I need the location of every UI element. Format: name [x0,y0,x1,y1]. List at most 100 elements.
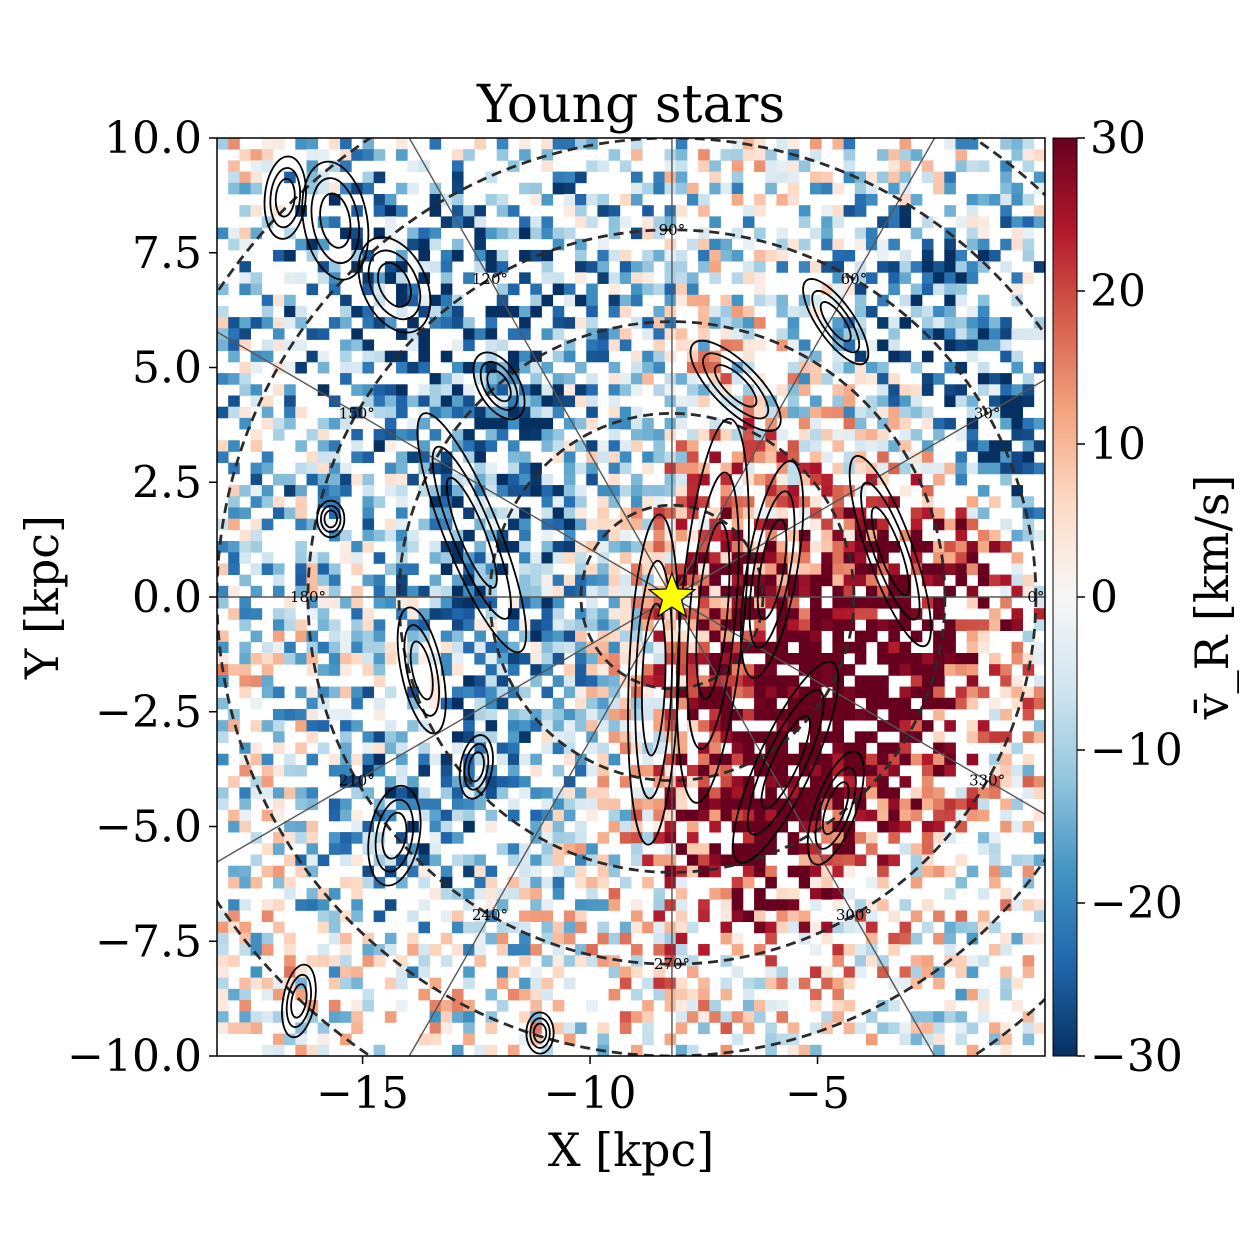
heatmap-cell [328,216,341,228]
heatmap-cell [675,529,688,542]
chart-title: Young stars [476,75,785,135]
heatmap-cell [384,317,397,329]
heatmap-cell [485,406,498,419]
heatmap-cell [485,708,498,721]
heatmap-cell [418,652,430,665]
heatmap-cell [351,809,363,822]
heatmap-cell [843,205,856,217]
heatmap-cell [429,496,442,508]
heatmap-cell [888,820,900,833]
contour-line [739,459,805,679]
heatmap-cell [921,1033,934,1046]
heatmap-cell [373,496,386,508]
heatmap-cell [306,955,319,967]
heatmap-cell [742,216,755,228]
heatmap-cell [877,764,889,777]
heatmap-cell [530,305,542,318]
heatmap-cell [854,462,867,475]
heatmap-cell [1022,630,1035,643]
heatmap-cell [563,473,576,486]
heatmap-cell [731,496,744,508]
heatmap-cell [877,597,889,609]
heatmap-cell [485,865,498,878]
heatmap-cell [698,552,710,564]
heatmap-cell [631,798,643,811]
heatmap-cell [619,518,632,531]
heatmap-cell [1011,149,1024,161]
heatmap-cell [821,473,833,486]
heatmap-cell [810,597,822,609]
heatmap-cell [586,597,598,609]
heatmap-cell [921,406,934,419]
heatmap-cell [295,272,307,284]
heatmap-cell [351,820,363,833]
heatmap-cell [530,865,542,878]
heatmap-cell [396,742,408,755]
heatmap-cell [1011,641,1024,654]
heatmap-cell [451,798,464,811]
heatmap-cell [619,608,632,620]
heatmap-cell [228,541,240,553]
heatmap-cell [899,529,912,542]
heatmap-cell [451,406,464,419]
heatmap-cell [877,1022,889,1035]
heatmap-cell [832,820,844,833]
heatmap-cell [519,406,531,419]
heatmap-cell [653,328,665,340]
heatmap-cell [765,1022,777,1035]
heatmap-cell [832,249,844,262]
heatmap-cell [731,641,744,654]
heatmap-cell [664,518,677,531]
heatmap-cell [541,160,554,172]
heatmap-cell [798,261,811,273]
heatmap-cell [239,238,251,251]
heatmap-cell [686,955,699,967]
heatmap-cell [977,216,990,228]
heatmap-cell [396,1000,408,1012]
heatmap-cell [295,798,307,811]
heatmap-cell [854,361,867,374]
heatmap-cell [944,585,956,598]
heatmap-cell [754,865,766,878]
heatmap-cell [944,798,956,811]
heatmap-cell [865,406,878,419]
heatmap-cell [261,317,274,329]
heatmap-cell [261,910,274,923]
heatmap-cell [832,888,844,900]
heatmap-cell [653,742,665,755]
heatmap-cell [563,462,576,475]
heatmap-cell [989,619,1001,631]
heatmap-cell [575,541,587,553]
heatmap-cell [463,216,475,228]
heatmap-cell [698,854,710,867]
heatmap-cell [396,507,408,520]
heatmap-cell [541,552,554,564]
heatmap-cell [429,597,442,609]
heatmap-cell [507,395,520,408]
heatmap-cell [810,608,822,620]
heatmap-cell [429,1022,442,1035]
heatmap-cell [440,809,453,822]
heatmap-cell [597,585,610,598]
heatmap-cell [429,843,442,855]
contour-line [860,481,921,621]
heatmap-cell [664,328,677,340]
heatmap-cell [373,317,386,329]
heatmap-cell [776,686,789,699]
heatmap-cell [989,317,1001,329]
heatmap-cell [429,305,442,318]
heatmap-cell [575,496,587,508]
heatmap-cell [284,955,296,967]
heatmap-cell [317,473,330,486]
heatmap-cell [418,854,430,867]
heatmap-cell [485,249,498,262]
heatmap-cell [1033,462,1045,475]
heatmap-cell [720,776,733,788]
heatmap-cell [396,955,408,967]
heatmap-cell [261,138,274,150]
heatmap-cell [921,820,934,833]
heatmap-cell [429,138,442,150]
heatmap-cell [865,182,878,195]
heatmap-cell [619,1011,632,1023]
heatmap-cell [642,328,654,340]
